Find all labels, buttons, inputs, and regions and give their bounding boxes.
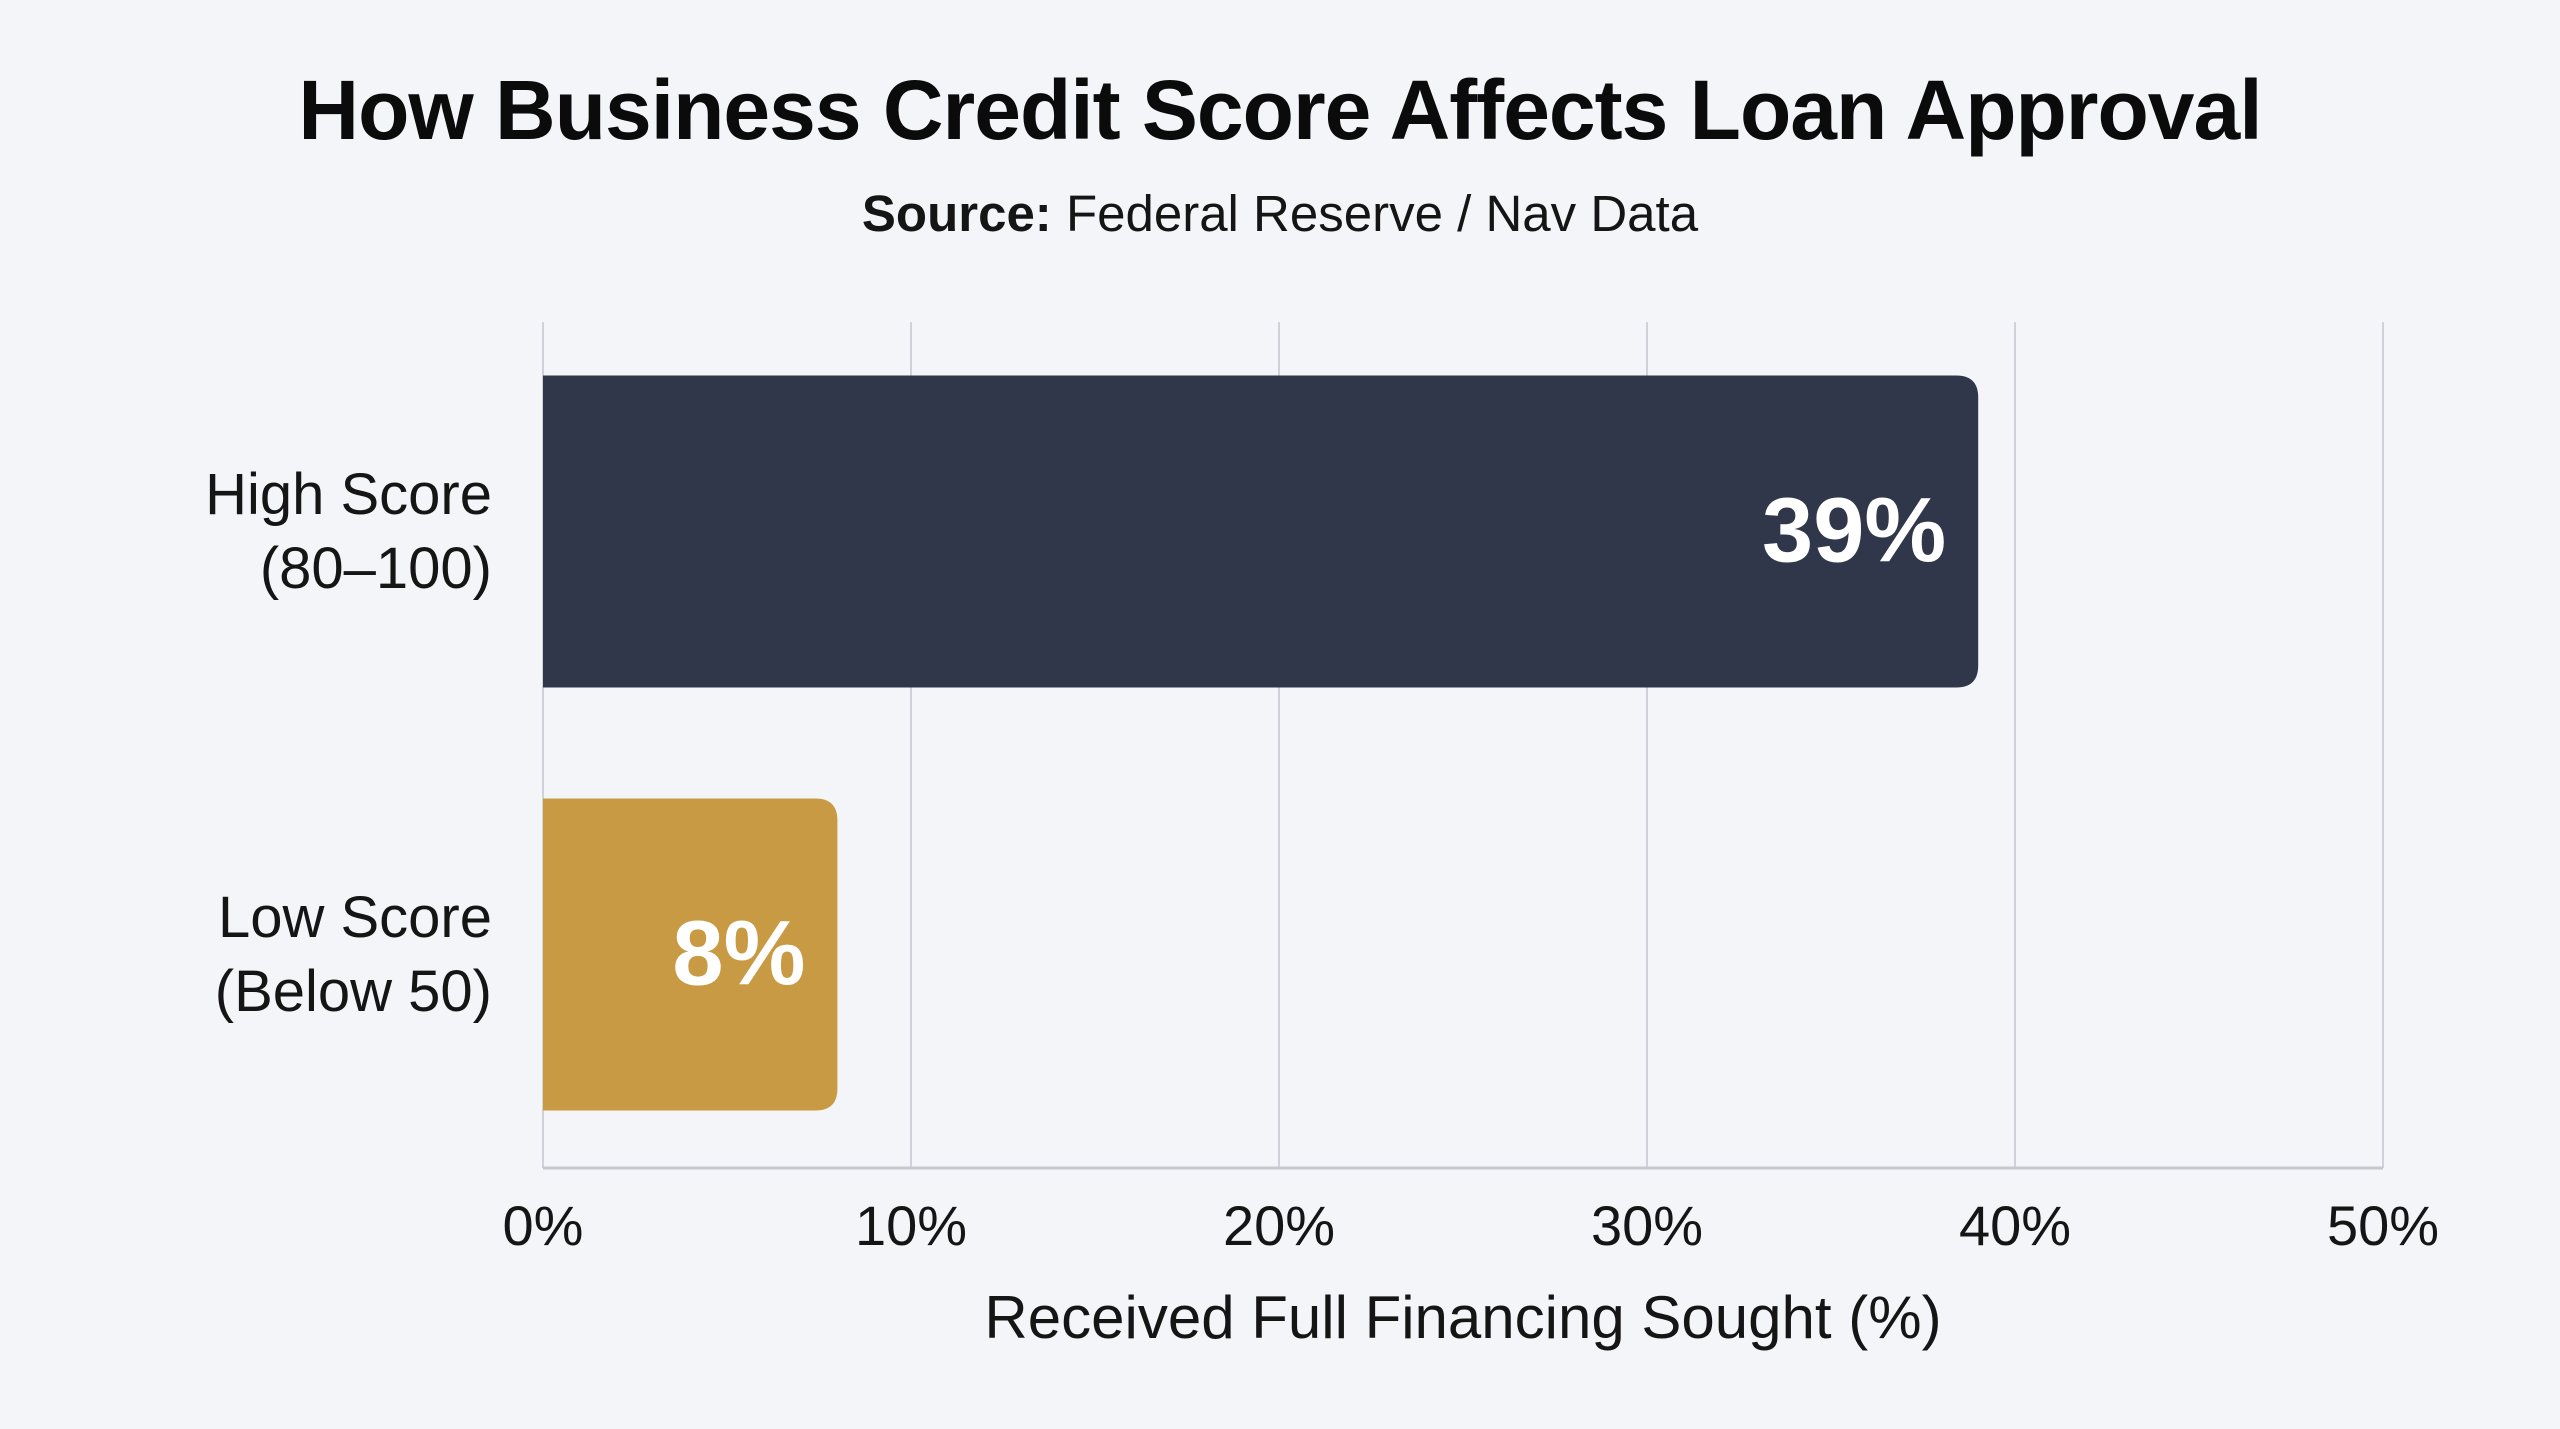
category-label-high-score: High Score (80–100)	[205, 458, 492, 606]
chart-subtitle: Source: Federal Reserve / Nav Data	[0, 184, 2560, 243]
x-tick-label-10: 10%	[855, 1194, 967, 1257]
bar-high-score	[543, 375, 1979, 688]
category-label-line: (80–100)	[259, 535, 492, 601]
category-label-line: Low Score	[217, 884, 492, 950]
data-label-low-score: 8%	[672, 903, 805, 1005]
category-label-line: (Below 50)	[214, 958, 492, 1024]
x-tick-label-20: 20%	[1223, 1194, 1335, 1257]
x-axis-title: Received Full Financing Sought (%)	[984, 1284, 1941, 1351]
source-label: Source:	[861, 185, 1052, 242]
category-label-low-score: Low Score (Below 50)	[215, 881, 492, 1029]
chart-title: How Business Credit Score Affects Loan A…	[298, 63, 2262, 157]
x-tick-label-50: 50%	[2327, 1194, 2439, 1257]
x-tick-label-40: 40%	[1959, 1194, 2071, 1257]
data-label-high-score: 39%	[1762, 480, 1946, 582]
category-label-line: High Score	[205, 461, 492, 527]
source-text: Federal Reserve / Nav Data	[1065, 185, 1699, 242]
x-tick-label-30: 30%	[1591, 1194, 1703, 1257]
x-tick-label-0: 0%	[503, 1194, 584, 1257]
bar-low-score	[543, 798, 838, 1111]
